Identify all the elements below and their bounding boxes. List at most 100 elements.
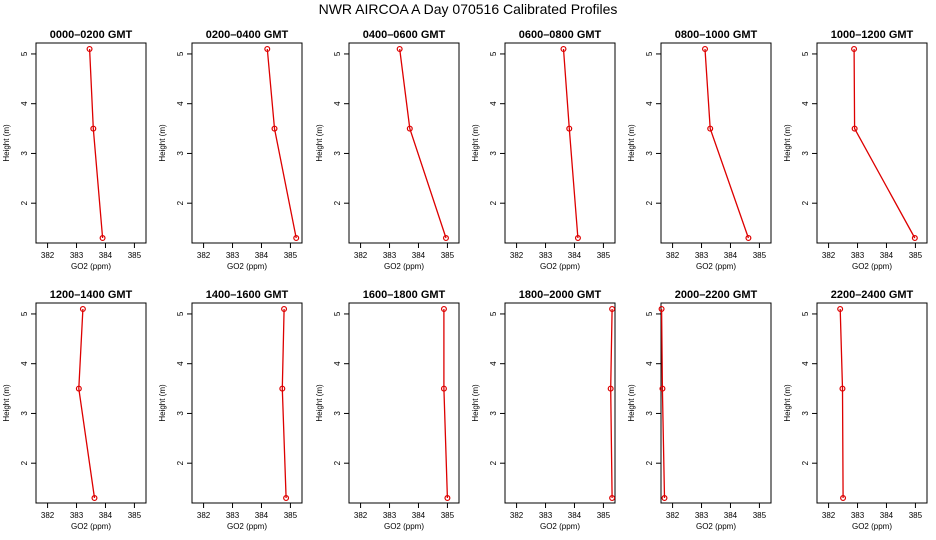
panel-5-y-tick-label: 5 (645, 51, 654, 56)
panel-1-series-line (88, 48, 104, 239)
panel-9-frame (348, 302, 460, 504)
panel-8-x-axis-label: GO2 (ppm) (227, 522, 267, 531)
panel-6-y-tick-label: 3 (801, 151, 810, 156)
panel-1-x-tick-label: 382 (41, 251, 55, 260)
panel-5-y-axis-label: Height (m) (627, 124, 636, 162)
panel-6-x-tick-label: 382 (822, 251, 836, 260)
panel-9-data-point (444, 495, 451, 502)
panel-7-data-point (79, 305, 86, 312)
panel-5-y-tick-label: 3 (645, 151, 654, 156)
panel-7-frame (35, 302, 147, 504)
panel-9-y-axis-label: Height (m) (315, 384, 324, 422)
panel-10-data-point (607, 385, 614, 392)
panel-4-title: 0600–0800 GMT (519, 29, 602, 41)
panel-4-data-point (574, 235, 581, 242)
panel-7-y-tick-label: 2 (20, 460, 29, 465)
panel-6-y-tick-label: 5 (801, 51, 810, 56)
panel-9-x-tick-label: 383 (383, 511, 397, 520)
panel-1-x-tick-label: 383 (70, 251, 84, 260)
panel-7-x-tick-label: 384 (99, 511, 113, 520)
panel-1-y-tick-label: 5 (20, 51, 29, 56)
panel-3-data-point (406, 125, 413, 132)
panel-9-x-tick-label: 382 (354, 511, 368, 520)
panel-9-x-tick-label: 384 (412, 511, 426, 520)
panel-5-x-tick-label: 383 (695, 251, 709, 260)
panel-10-x-tick-label: 383 (539, 511, 553, 520)
panel-3-x-tick-label: 383 (383, 251, 397, 260)
panel-10-y-tick-label: 2 (489, 460, 498, 465)
panel-8-data-point (283, 495, 290, 502)
panel-7-y-tick-label: 3 (20, 411, 29, 416)
panel-2-data-point (264, 45, 271, 52)
panel-5-x-tick-label: 385 (753, 251, 767, 260)
panel-5-x-tick-label: 382 (666, 251, 680, 260)
panel-9-y-tick-label: 5 (333, 311, 342, 316)
panel-8-y-tick-label: 3 (176, 411, 185, 416)
panel-1-x-axis-label: GO2 (ppm) (71, 262, 111, 271)
panel-8-y-tick-label: 4 (176, 361, 185, 366)
panel-1-y-tick-label: 2 (20, 200, 29, 205)
panel-12-title: 2200–2400 GMT (831, 289, 914, 301)
panel-12-data-point (837, 305, 844, 312)
panel-10-y-tick-label: 4 (489, 361, 498, 366)
panel-8-series-line (281, 308, 287, 499)
panel-9-y-tick-label: 4 (333, 361, 342, 366)
panel-2-title: 0200–0400 GMT (206, 29, 289, 41)
panel-9-data-point (440, 305, 447, 312)
panel-4-x-tick-label: 385 (597, 251, 611, 260)
panel-8-y-tick-label: 5 (176, 311, 185, 316)
panel-4-y-tick-label: 4 (489, 101, 498, 106)
panel-10-x-tick-label: 385 (597, 511, 611, 520)
panel-2-data-point (293, 235, 300, 242)
panel-8-frame (191, 302, 303, 504)
panel-11-x-tick-label: 382 (666, 511, 680, 520)
panel-4-frame (504, 42, 616, 244)
panel-5-x-axis-label: GO2 (ppm) (696, 262, 736, 271)
panel-4-x-axis-label: GO2 (ppm) (540, 262, 580, 271)
panel-8-x-tick-label: 384 (255, 511, 269, 520)
panel-3-x-tick-label: 384 (412, 251, 426, 260)
panel-8-data-point (279, 385, 286, 392)
panel-11-x-tick-label: 385 (753, 511, 767, 520)
panel-2-y-tick-label: 3 (176, 151, 185, 156)
panel-11-series-line (660, 308, 666, 499)
panel-10-title: 1800–2000 GMT (519, 289, 602, 301)
panel-12-x-tick-label: 384 (880, 511, 894, 520)
panel-12-data-point (840, 495, 847, 502)
panel-12-y-axis-label: Height (m) (783, 384, 792, 422)
panel-8-y-tick-label: 2 (176, 460, 185, 465)
panel-7-y-axis-label: Height (m) (2, 384, 11, 422)
panel-7-x-tick-label: 382 (41, 511, 55, 520)
panel-12-y-tick-label: 2 (801, 460, 810, 465)
panel-1-y-axis-label: Height (m) (2, 124, 11, 162)
panel-9-y-tick-label: 2 (333, 460, 342, 465)
panel-12-x-tick-label: 382 (822, 511, 836, 520)
panel-1-data-point (99, 235, 106, 242)
panel-10-y-axis-label: Height (m) (471, 384, 480, 422)
panel-9-series-line (443, 309, 449, 499)
panel-3-x-tick-label: 382 (354, 251, 368, 260)
panel-5-frame (660, 42, 772, 244)
panel-11-data-point (658, 305, 665, 312)
panel-9-title: 1600–1800 GMT (363, 289, 446, 301)
panel-2-data-point (271, 125, 278, 132)
panel-11-y-tick-label: 4 (645, 361, 654, 366)
panel-2-x-tick-label: 385 (284, 251, 298, 260)
panel-12-x-tick-label: 383 (851, 511, 865, 520)
panel-2-y-tick-label: 4 (176, 101, 185, 106)
panel-12-y-tick-label: 5 (801, 311, 810, 316)
panel-7-x-tick-label: 385 (128, 511, 142, 520)
panel-11-y-tick-label: 2 (645, 460, 654, 465)
panel-3-series-line (399, 48, 447, 239)
panel-9-data-point (440, 385, 447, 392)
panel-3-y-tick-label: 4 (333, 101, 342, 106)
panel-2-series-line (266, 48, 297, 239)
panel-5-data-point (707, 125, 714, 132)
panel-11-x-tick-label: 384 (724, 511, 738, 520)
panel-9-x-axis-label: GO2 (ppm) (384, 522, 424, 531)
panel-11-y-tick-label: 3 (645, 411, 654, 416)
panel-7-y-tick-label: 5 (20, 311, 29, 316)
panel-2-y-tick-label: 5 (176, 51, 185, 56)
panel-4-x-tick-label: 382 (510, 251, 524, 260)
panel-8-y-axis-label: Height (m) (158, 384, 167, 422)
